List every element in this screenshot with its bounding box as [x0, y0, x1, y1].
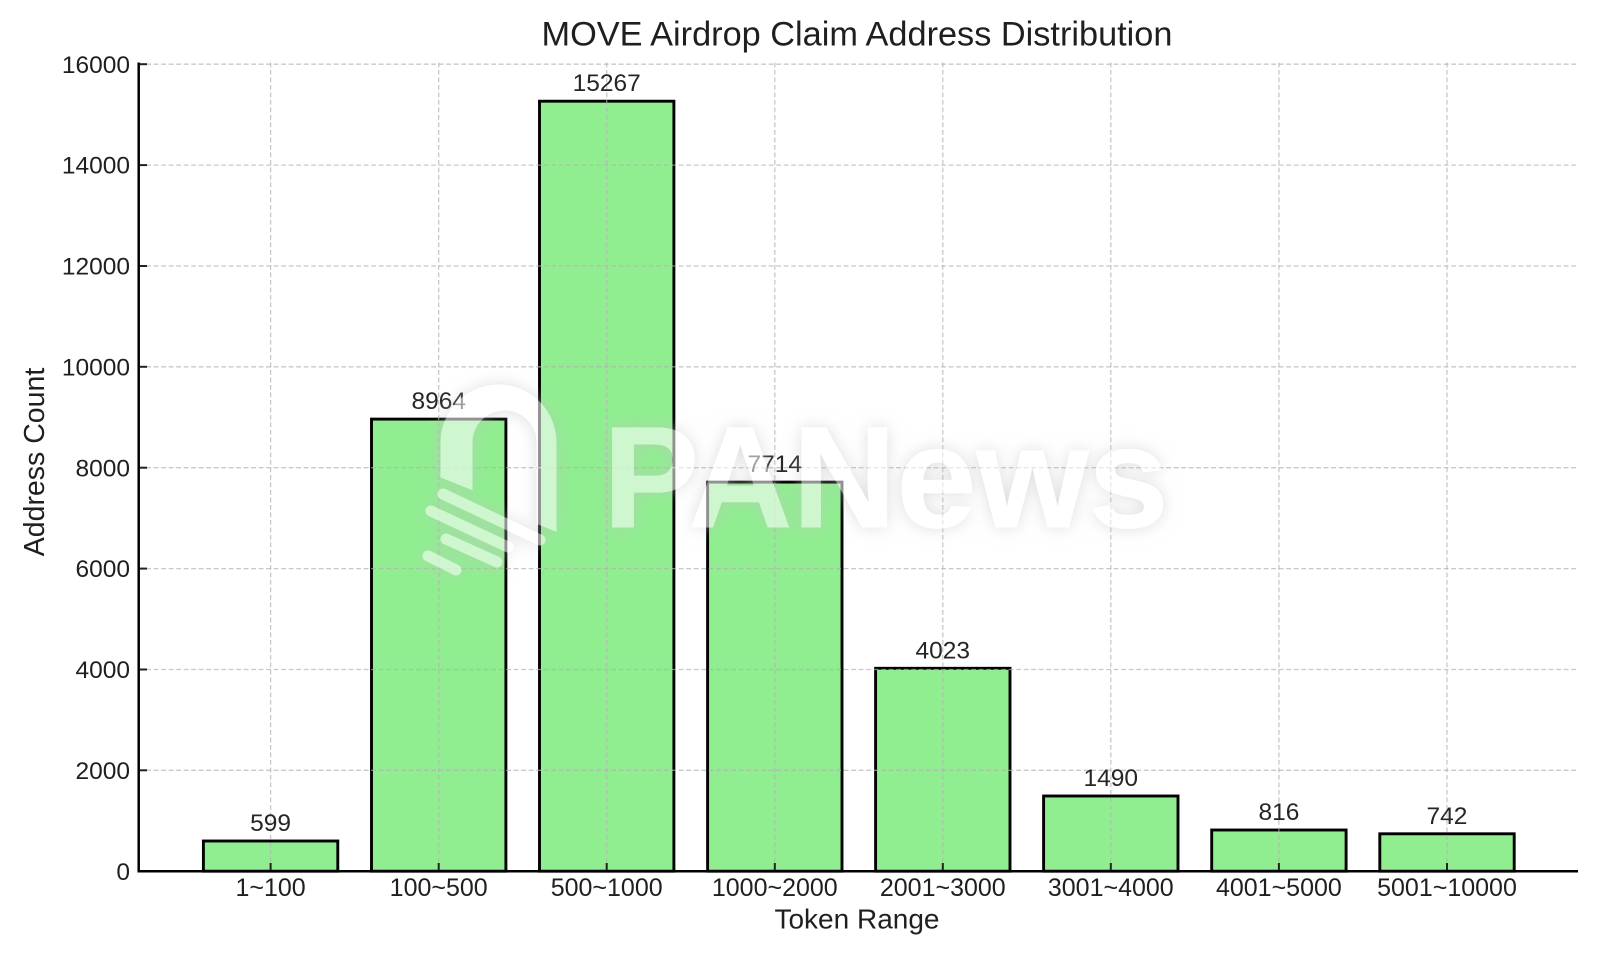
svg-text:2001~3000: 2001~3000 — [880, 874, 1006, 902]
svg-text:1~100: 1~100 — [235, 874, 305, 902]
svg-text:500~1000: 500~1000 — [551, 874, 663, 902]
svg-text:100~500: 100~500 — [390, 874, 488, 902]
svg-text:MOVE Airdrop Claim Address Dis: MOVE Airdrop Claim Address Distribution — [542, 16, 1173, 54]
svg-text:1000~2000: 1000~2000 — [712, 874, 838, 902]
svg-text:14000: 14000 — [62, 153, 130, 180]
svg-text:10000: 10000 — [62, 354, 130, 381]
svg-text:3001~4000: 3001~4000 — [1048, 874, 1174, 902]
svg-text:15267: 15267 — [573, 70, 641, 97]
svg-text:4023: 4023 — [916, 637, 971, 664]
svg-text:5001~10000: 5001~10000 — [1377, 874, 1517, 902]
svg-text:0: 0 — [116, 859, 130, 886]
svg-text:4000: 4000 — [75, 657, 130, 684]
svg-text:Address Count: Address Count — [19, 368, 51, 557]
svg-text:12000: 12000 — [62, 254, 130, 281]
svg-text:16000: 16000 — [62, 52, 130, 79]
svg-text:599: 599 — [250, 810, 291, 837]
svg-text:Token Range: Token Range — [774, 904, 939, 935]
svg-text:8000: 8000 — [75, 455, 130, 482]
svg-text:4001~5000: 4001~5000 — [1216, 874, 1342, 902]
svg-text:6000: 6000 — [75, 556, 130, 583]
svg-text:2000: 2000 — [75, 758, 130, 785]
svg-text:816: 816 — [1258, 799, 1299, 826]
svg-text:742: 742 — [1427, 803, 1468, 830]
svg-text:1490: 1490 — [1084, 765, 1139, 792]
